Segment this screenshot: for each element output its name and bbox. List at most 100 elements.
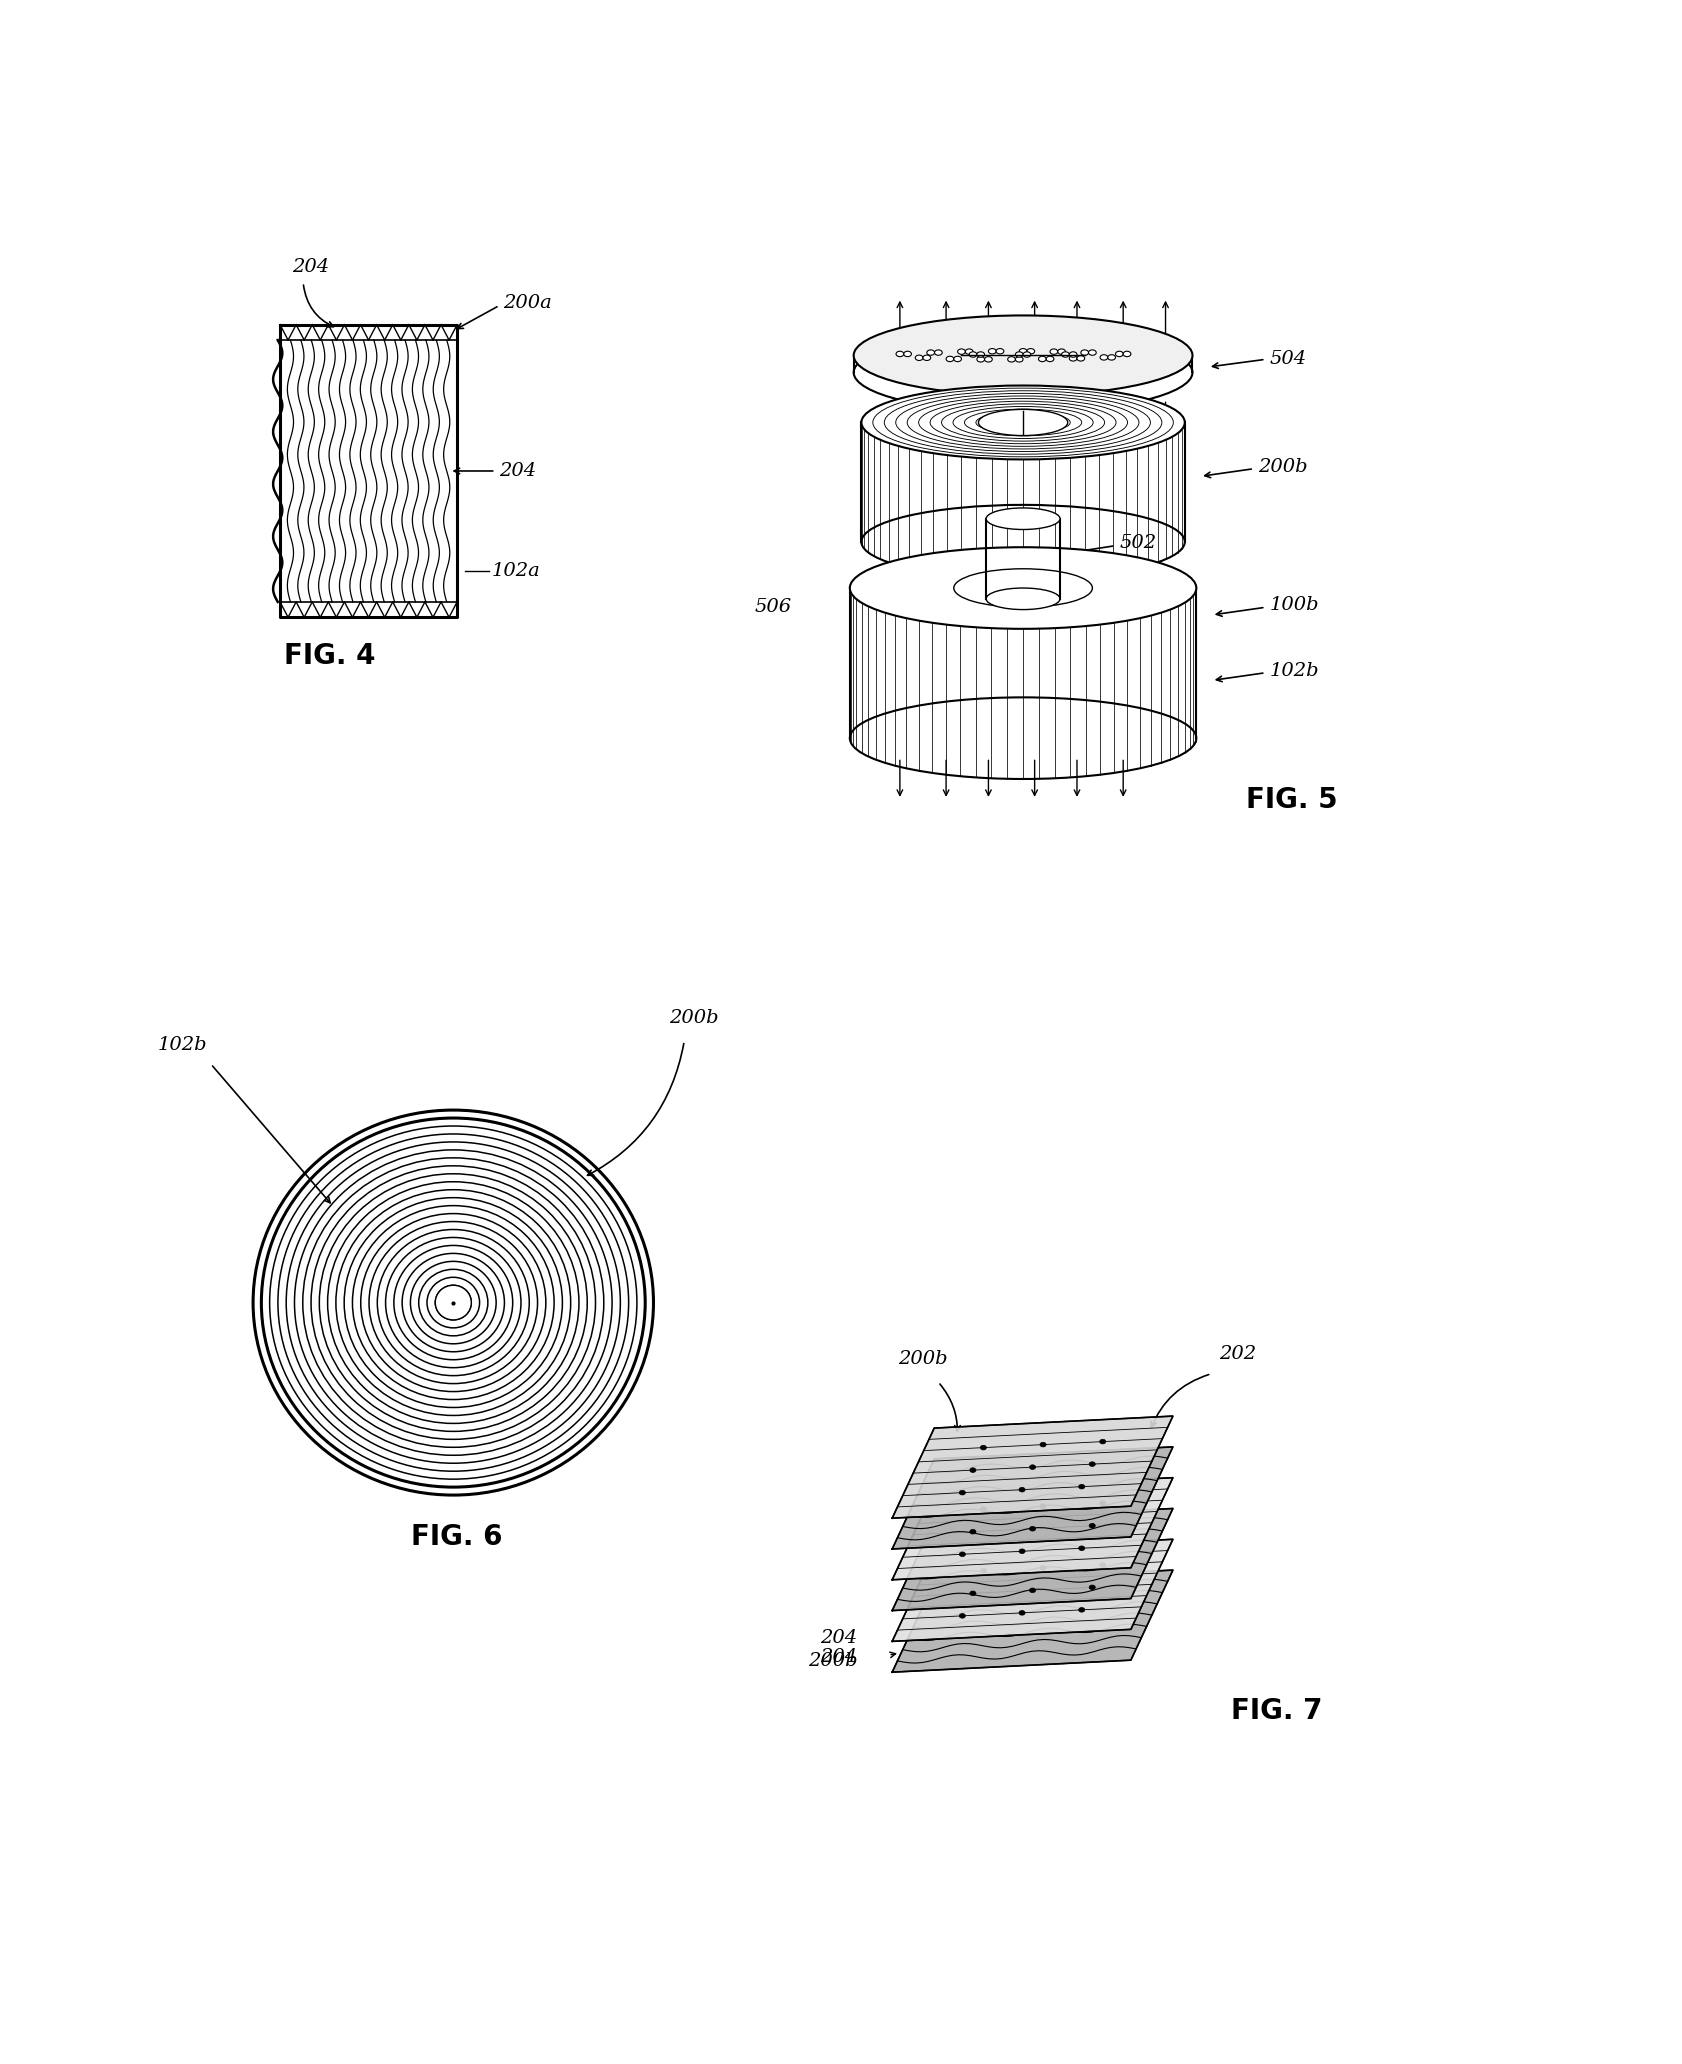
Ellipse shape <box>979 1445 986 1449</box>
Ellipse shape <box>1039 1443 1046 1447</box>
Ellipse shape <box>1115 351 1122 357</box>
Text: 102a: 102a <box>491 561 540 580</box>
Polygon shape <box>891 1416 1172 1519</box>
Ellipse shape <box>1029 1465 1034 1470</box>
Ellipse shape <box>1039 1505 1046 1509</box>
Ellipse shape <box>1008 357 1014 361</box>
Text: 506: 506 <box>755 599 792 617</box>
Polygon shape <box>891 1509 1172 1610</box>
Ellipse shape <box>959 1490 965 1494</box>
Ellipse shape <box>986 588 1060 609</box>
Text: 200b: 200b <box>1256 458 1307 477</box>
Ellipse shape <box>1023 351 1029 357</box>
Ellipse shape <box>976 351 984 357</box>
Ellipse shape <box>969 1468 976 1472</box>
Ellipse shape <box>1056 349 1065 355</box>
Polygon shape <box>891 1478 1172 1579</box>
Polygon shape <box>891 1571 1172 1672</box>
Ellipse shape <box>436 1286 471 1319</box>
Text: FIG. 5: FIG. 5 <box>1246 786 1337 813</box>
Ellipse shape <box>1026 349 1034 353</box>
Ellipse shape <box>1088 351 1095 355</box>
Ellipse shape <box>1068 351 1076 357</box>
Ellipse shape <box>977 409 1066 436</box>
Ellipse shape <box>1018 1488 1024 1492</box>
Ellipse shape <box>954 570 1092 607</box>
Ellipse shape <box>861 506 1184 578</box>
Ellipse shape <box>1038 357 1046 361</box>
Ellipse shape <box>957 349 965 355</box>
Ellipse shape <box>1019 349 1026 353</box>
Ellipse shape <box>1046 357 1053 361</box>
Ellipse shape <box>1122 351 1130 357</box>
Ellipse shape <box>1018 1610 1024 1616</box>
Text: 202: 202 <box>1218 1346 1255 1364</box>
Ellipse shape <box>1029 1587 1034 1593</box>
Text: 204: 204 <box>819 1647 858 1666</box>
Ellipse shape <box>903 351 912 357</box>
Ellipse shape <box>861 386 1184 460</box>
Ellipse shape <box>959 1614 965 1618</box>
Ellipse shape <box>1107 355 1115 359</box>
Text: FIG. 4: FIG. 4 <box>284 642 375 671</box>
Text: 204: 204 <box>819 1628 858 1647</box>
Ellipse shape <box>969 1529 976 1534</box>
Ellipse shape <box>922 355 930 361</box>
Text: 100b: 100b <box>1268 596 1319 613</box>
Ellipse shape <box>996 349 1002 353</box>
Ellipse shape <box>849 547 1196 630</box>
Ellipse shape <box>1018 1548 1024 1554</box>
Ellipse shape <box>1050 349 1056 355</box>
Ellipse shape <box>853 316 1193 396</box>
Ellipse shape <box>895 351 903 357</box>
Ellipse shape <box>976 357 984 361</box>
Text: 102b: 102b <box>1268 663 1319 681</box>
Ellipse shape <box>1076 355 1083 361</box>
Text: 200a: 200a <box>503 293 552 312</box>
Ellipse shape <box>965 349 972 355</box>
Ellipse shape <box>849 698 1196 778</box>
Ellipse shape <box>1088 1461 1095 1465</box>
Text: 204: 204 <box>293 258 330 277</box>
Ellipse shape <box>927 351 934 355</box>
Text: 200b: 200b <box>807 1651 858 1670</box>
Text: FIG. 7: FIG. 7 <box>1230 1697 1322 1726</box>
Ellipse shape <box>969 351 976 357</box>
Polygon shape <box>891 1447 1172 1548</box>
Ellipse shape <box>1014 351 1023 357</box>
Ellipse shape <box>1100 355 1107 359</box>
Ellipse shape <box>915 355 922 361</box>
Ellipse shape <box>979 1569 986 1573</box>
Ellipse shape <box>1039 1565 1046 1571</box>
Text: 204: 204 <box>500 462 537 481</box>
Ellipse shape <box>987 349 996 353</box>
Ellipse shape <box>969 1591 976 1595</box>
Ellipse shape <box>1080 351 1088 355</box>
Text: 200b: 200b <box>897 1350 947 1368</box>
Text: 200b: 200b <box>668 1009 718 1026</box>
Ellipse shape <box>959 1552 965 1556</box>
Ellipse shape <box>1029 1527 1034 1531</box>
Ellipse shape <box>1078 1484 1085 1488</box>
Ellipse shape <box>853 332 1193 413</box>
Ellipse shape <box>984 357 992 361</box>
Ellipse shape <box>1068 355 1076 361</box>
Ellipse shape <box>1078 1546 1085 1550</box>
Ellipse shape <box>1098 1562 1105 1567</box>
Ellipse shape <box>934 351 942 355</box>
Polygon shape <box>891 1540 1172 1641</box>
Text: 502: 502 <box>1119 535 1156 553</box>
Text: 504: 504 <box>1268 351 1305 367</box>
Text: 102b: 102b <box>156 1036 207 1053</box>
Ellipse shape <box>954 357 960 361</box>
Ellipse shape <box>1098 1501 1105 1505</box>
Text: FIG. 6: FIG. 6 <box>410 1523 503 1552</box>
Ellipse shape <box>979 1507 986 1511</box>
Ellipse shape <box>1078 1608 1085 1612</box>
Ellipse shape <box>945 357 954 361</box>
Ellipse shape <box>1061 351 1068 357</box>
Ellipse shape <box>1098 1439 1105 1445</box>
Ellipse shape <box>986 508 1060 530</box>
Ellipse shape <box>1088 1585 1095 1589</box>
Ellipse shape <box>1088 1523 1095 1527</box>
